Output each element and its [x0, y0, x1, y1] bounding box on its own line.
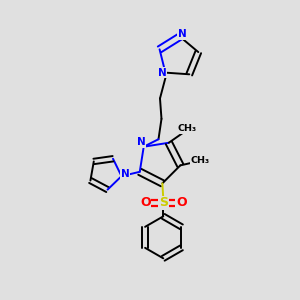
- Text: N: N: [158, 68, 167, 78]
- Text: S: S: [159, 196, 168, 209]
- Text: O: O: [140, 196, 151, 209]
- Text: N: N: [178, 29, 187, 39]
- Text: CH₃: CH₃: [178, 124, 197, 134]
- Text: O: O: [176, 196, 187, 209]
- Text: N: N: [121, 169, 130, 179]
- Text: N: N: [137, 137, 146, 147]
- Text: CH₃: CH₃: [191, 156, 210, 165]
